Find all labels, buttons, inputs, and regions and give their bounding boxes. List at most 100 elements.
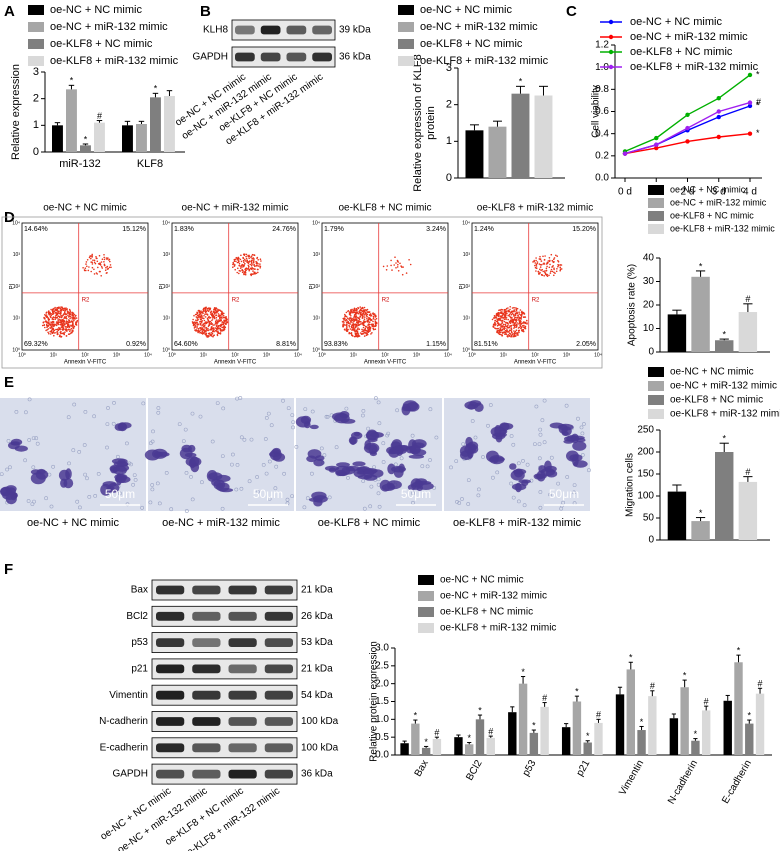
blot-band	[312, 52, 332, 62]
flow-dot	[52, 331, 54, 334]
pore	[366, 426, 371, 431]
flow-dot	[208, 324, 210, 326]
flow-dot	[213, 313, 216, 315]
y-tick-label: 30	[643, 276, 655, 287]
line-marker	[716, 109, 721, 114]
flow-dot	[550, 253, 553, 256]
flow-dot	[259, 258, 262, 261]
flow-quadrant-label: 14.64%	[24, 226, 48, 233]
flow-dot	[195, 321, 197, 324]
flow-dot	[93, 259, 96, 262]
flow-dot	[508, 326, 511, 329]
blot-kda-label: 100 kDa	[301, 716, 339, 727]
pore	[249, 437, 254, 442]
flow-dot	[45, 311, 48, 314]
flow-dot	[357, 322, 359, 325]
flow-y-tick-label: 10⁴	[12, 220, 20, 226]
flow-dot	[346, 317, 349, 320]
cell	[363, 469, 374, 478]
flow-dot	[87, 269, 90, 272]
pore	[460, 497, 464, 501]
flow-dot	[365, 334, 368, 337]
y-tick-label: 0.2	[595, 150, 609, 161]
flow-dot	[522, 321, 524, 324]
bar	[508, 712, 517, 755]
flow-dot	[237, 258, 239, 261]
flow-x-tick-label: 10¹	[500, 352, 508, 358]
flow-dot	[42, 321, 45, 324]
pore	[27, 397, 32, 402]
flow-dot	[363, 314, 366, 316]
flow-y-tick-label: 10¹	[13, 316, 21, 322]
flow-dot	[199, 318, 202, 321]
flow-dot	[346, 321, 349, 324]
flow-dot	[354, 330, 357, 333]
blot-band	[156, 743, 185, 753]
flow-dot	[259, 267, 262, 269]
bar	[432, 738, 442, 755]
pore	[309, 471, 314, 476]
flow-dot	[220, 323, 222, 326]
pore	[576, 416, 580, 421]
flow-dot	[350, 320, 352, 323]
flow-dot	[544, 272, 547, 275]
flow-dot	[210, 328, 213, 331]
flow-quadrant-label: 81.51%	[474, 341, 498, 348]
flow-dot	[542, 270, 544, 273]
flow-gate-label: R2	[532, 297, 540, 303]
flow-dot	[210, 322, 213, 324]
flow-dot	[342, 326, 344, 328]
pore	[522, 503, 527, 508]
flow-dot	[44, 326, 46, 329]
flow-dot	[553, 271, 555, 274]
pore	[118, 491, 122, 496]
bar	[66, 89, 77, 152]
flow-dot	[72, 316, 75, 319]
flow-dot	[72, 318, 75, 320]
flow-dot	[91, 255, 94, 257]
flow-dot	[514, 317, 516, 319]
flow-dot	[557, 265, 559, 268]
flow-dot	[256, 263, 258, 265]
flow-dot	[357, 312, 360, 315]
pore	[420, 464, 425, 469]
flow-dot	[368, 316, 370, 319]
flow-dot	[93, 268, 95, 271]
pore	[184, 470, 189, 475]
significance-mark: *	[521, 667, 525, 677]
micrograph	[0, 398, 146, 511]
flow-dot	[202, 324, 204, 326]
flow-dot	[248, 265, 250, 268]
blot-band	[192, 611, 221, 621]
pore	[303, 407, 308, 412]
pore	[377, 504, 382, 509]
flow-x-tick-label: 10⁴	[294, 352, 302, 358]
flow-dot	[367, 320, 370, 322]
bar	[701, 710, 711, 755]
flow-dot	[536, 262, 538, 265]
flow-dot	[534, 264, 536, 267]
y-tick-label: 1.5	[375, 696, 389, 707]
flow-dot	[207, 336, 209, 338]
flow-dot	[211, 326, 213, 328]
flow-dot	[553, 267, 555, 270]
flow-dot	[497, 332, 500, 334]
blot-kda-label: 53 kDa	[301, 637, 333, 648]
flow-dot	[374, 328, 377, 331]
flow-dot	[535, 265, 538, 267]
flow-dot	[366, 331, 368, 333]
blot-band	[192, 585, 221, 595]
flow-dot	[52, 327, 54, 330]
flow-dot	[244, 260, 247, 262]
pore	[285, 497, 290, 502]
flow-dot	[203, 330, 206, 332]
cell	[368, 444, 378, 455]
significance-mark: *	[722, 434, 726, 444]
flow-dot	[106, 265, 108, 268]
flow-y-tick-label: 10⁴	[312, 220, 320, 226]
flow-dot	[215, 314, 217, 317]
flow-dot	[68, 326, 71, 329]
y-tick-label: 1.0	[375, 714, 389, 725]
flow-dot	[197, 316, 199, 319]
